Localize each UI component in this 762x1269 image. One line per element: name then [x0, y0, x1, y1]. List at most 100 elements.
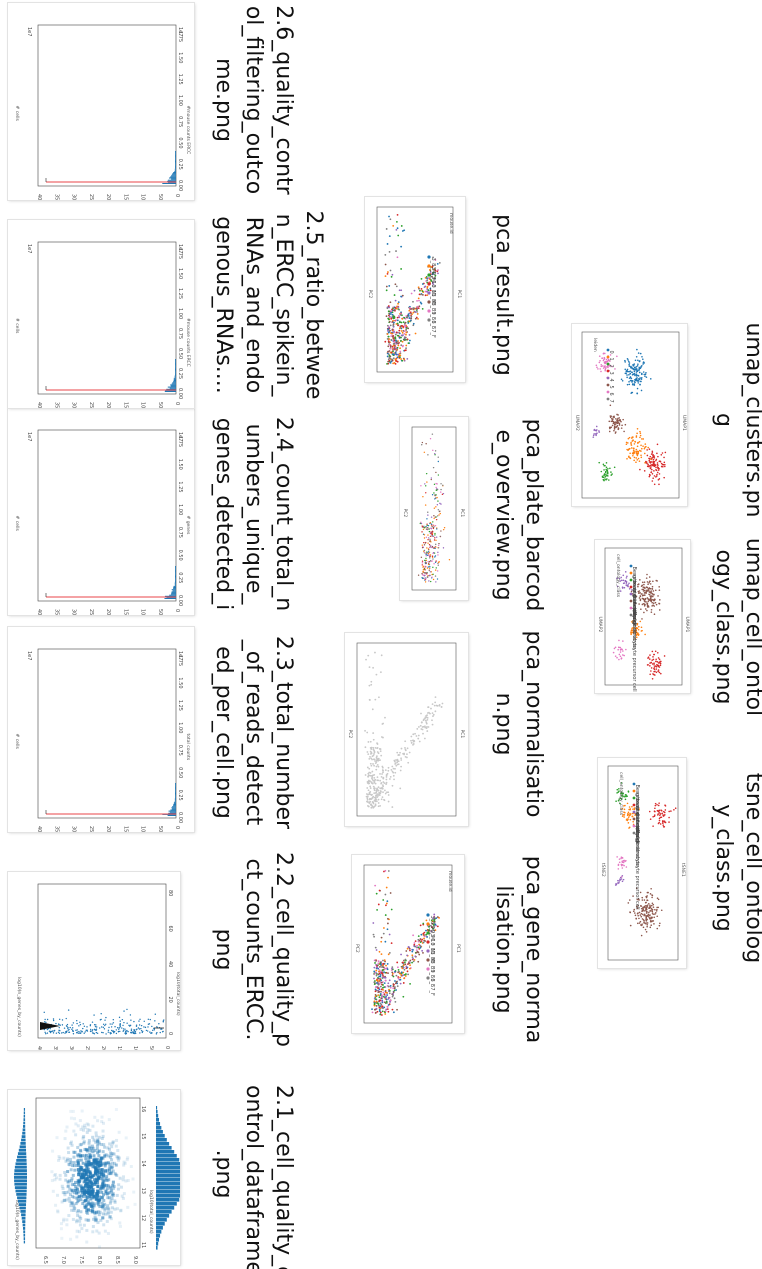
hexbin-cell — [77, 1158, 81, 1162]
cluster-point — [654, 912, 657, 914]
thumbnail-2-2[interactable]: 400350300250200150100500020406080log10(n… — [8, 872, 180, 1050]
hexbin-cell — [110, 1158, 114, 1162]
pca-point — [379, 978, 382, 980]
cluster-point — [622, 792, 624, 795]
pca-point — [422, 732, 424, 735]
thumbnail-2-1[interactable]: 6.5 7.0 7.5 8.0 8.5 9.0 11 12 13 14 15 16 log10(n_ge… — [8, 1090, 180, 1265]
scatter-point — [65, 1031, 67, 1033]
cluster-point — [640, 924, 642, 926]
hexbin-cell — [79, 1158, 83, 1162]
pca-point — [376, 1002, 379, 1005]
pca-point — [386, 922, 389, 925]
caption-line: n.png — [491, 692, 516, 756]
cluster-point — [627, 822, 630, 824]
thumbnail-pca-gene-normalisation[interactable]: PC2 PC1 mouse.id 3_8_M 3_9_M 3_10_M 3_11_M 3_38… — [352, 855, 464, 1033]
pca-point — [373, 966, 376, 969]
pca-point — [394, 1000, 397, 1003]
density-marker — [40, 1022, 60, 1030]
thumbnail-2-3[interactable]: 400 350 300 250 200 150 100 50 0 0.00 0.25 0.50 0.75… — [8, 627, 194, 832]
pca-point — [396, 966, 399, 969]
scatter-point — [64, 1032, 66, 1034]
pca-point — [369, 785, 372, 788]
pca-point — [400, 289, 403, 292]
cluster-point — [650, 608, 653, 611]
hexbin-cell — [110, 1206, 114, 1210]
hexbin-cell — [118, 1221, 122, 1225]
pca-point — [375, 969, 378, 972]
hexbin-cell — [106, 1231, 110, 1235]
pca-point — [431, 265, 434, 268]
thumbnail-2-4[interactable]: 400 350 300 250 200 150 100 50 0 0.00 0.25 0.50 0.75… — [8, 408, 194, 615]
cluster-point — [630, 441, 632, 444]
pca-point — [442, 547, 445, 549]
pca-point — [390, 908, 393, 911]
cluster-point — [659, 599, 661, 601]
pca-point — [378, 1006, 381, 1009]
cluster-point — [643, 586, 646, 589]
hexbin-cell — [98, 1205, 102, 1209]
hexbin-cell — [82, 1223, 86, 1227]
pca-point — [386, 362, 388, 365]
pca-point — [367, 774, 370, 777]
thumbnail-umap-clusters[interactable]: UMAP2 UMAP1 leiden 0 1 2 3 4 5 6 7 — [572, 324, 687, 506]
pca-point — [372, 785, 375, 788]
cluster-point — [636, 622, 639, 625]
cluster-point — [634, 632, 637, 635]
pca-point — [438, 542, 440, 545]
hexbin-cell — [103, 1162, 107, 1166]
legend-swatch — [629, 606, 633, 610]
pca-point — [398, 329, 401, 332]
cluster-point — [625, 441, 628, 444]
scatter-point — [92, 1032, 95, 1034]
cluster-point — [604, 365, 606, 367]
thumbnail-pca-result[interactable]: PC2 PC1 mouse.id 3_8_M 3_9_M 3_10_M 3_11_M 3_38… — [365, 197, 465, 382]
pca-point — [428, 567, 431, 569]
pca-point — [432, 466, 435, 469]
pca-point — [425, 727, 428, 730]
cluster-point — [652, 825, 654, 827]
cluster-point — [629, 376, 632, 379]
scatter-point — [140, 1027, 142, 1030]
hexbin-cell — [92, 1202, 96, 1206]
pca-point — [431, 922, 434, 925]
cluster-point — [628, 588, 631, 590]
pca-point — [401, 230, 404, 232]
pca-point — [384, 979, 387, 982]
x-axis-label: log10(total_counts) — [175, 972, 180, 1016]
cluster-point — [634, 914, 637, 917]
x-tick-label: 0.00 — [177, 388, 183, 399]
legend-label: neuron — [631, 602, 637, 620]
pca-point — [440, 530, 442, 532]
pca-point — [375, 765, 378, 768]
pca-point — [424, 719, 427, 722]
pca-point — [425, 536, 428, 539]
thumbnail-umap-cell-ontology[interactable]: UMAP2 UMAP1 cell_ontology_class Bergmann gl… — [595, 540, 690, 693]
pca-point — [403, 316, 406, 319]
cluster-point — [649, 587, 652, 590]
pca-point — [439, 512, 441, 515]
thumbnail-2-5[interactable]: 400 350 300 250 200 150 100 50 0 0.00 0.25 0.50 0.75… — [8, 220, 194, 408]
cluster-point — [648, 448, 651, 450]
hexbin-cell — [113, 1199, 117, 1203]
histogram-bar — [175, 159, 176, 161]
thumbnail-pca-normalisation[interactable]: PC2 PC1 — [345, 633, 468, 826]
pca-point — [397, 315, 400, 317]
thumbnail-tsne-cell-ontology[interactable]: tSNE2 tSNE1 cell_ontology_class Bergmann gl… — [598, 758, 686, 968]
histogram-plot: 400 350 300 250 200 150 100 50 00.000.250.500.75… — [14, 648, 191, 832]
pca-point — [399, 982, 402, 985]
caption-line: 2.1_cell_quality_c — [271, 1085, 296, 1269]
hexbin-cell — [105, 1219, 109, 1223]
histogram-bar — [175, 567, 176, 569]
hexbin-cell — [85, 1176, 89, 1180]
thumbnail-2-6[interactable]: 400 350 300 250 200 150 100 50 0 0.00 0.25 0.50 0.75… — [8, 3, 194, 200]
scatter-point — [147, 1023, 150, 1025]
thumbnail-pca-plate-barcode[interactable]: PC2 PC1 — [400, 417, 468, 600]
scatter-point — [46, 1018, 49, 1021]
cluster-point — [616, 422, 619, 425]
legend-label: 0 — [608, 351, 614, 354]
scatter-point — [77, 1032, 79, 1034]
cluster-point — [640, 904, 642, 907]
hexbin-cell — [87, 1139, 91, 1143]
pca-point — [373, 789, 376, 792]
pca-point — [432, 521, 434, 523]
